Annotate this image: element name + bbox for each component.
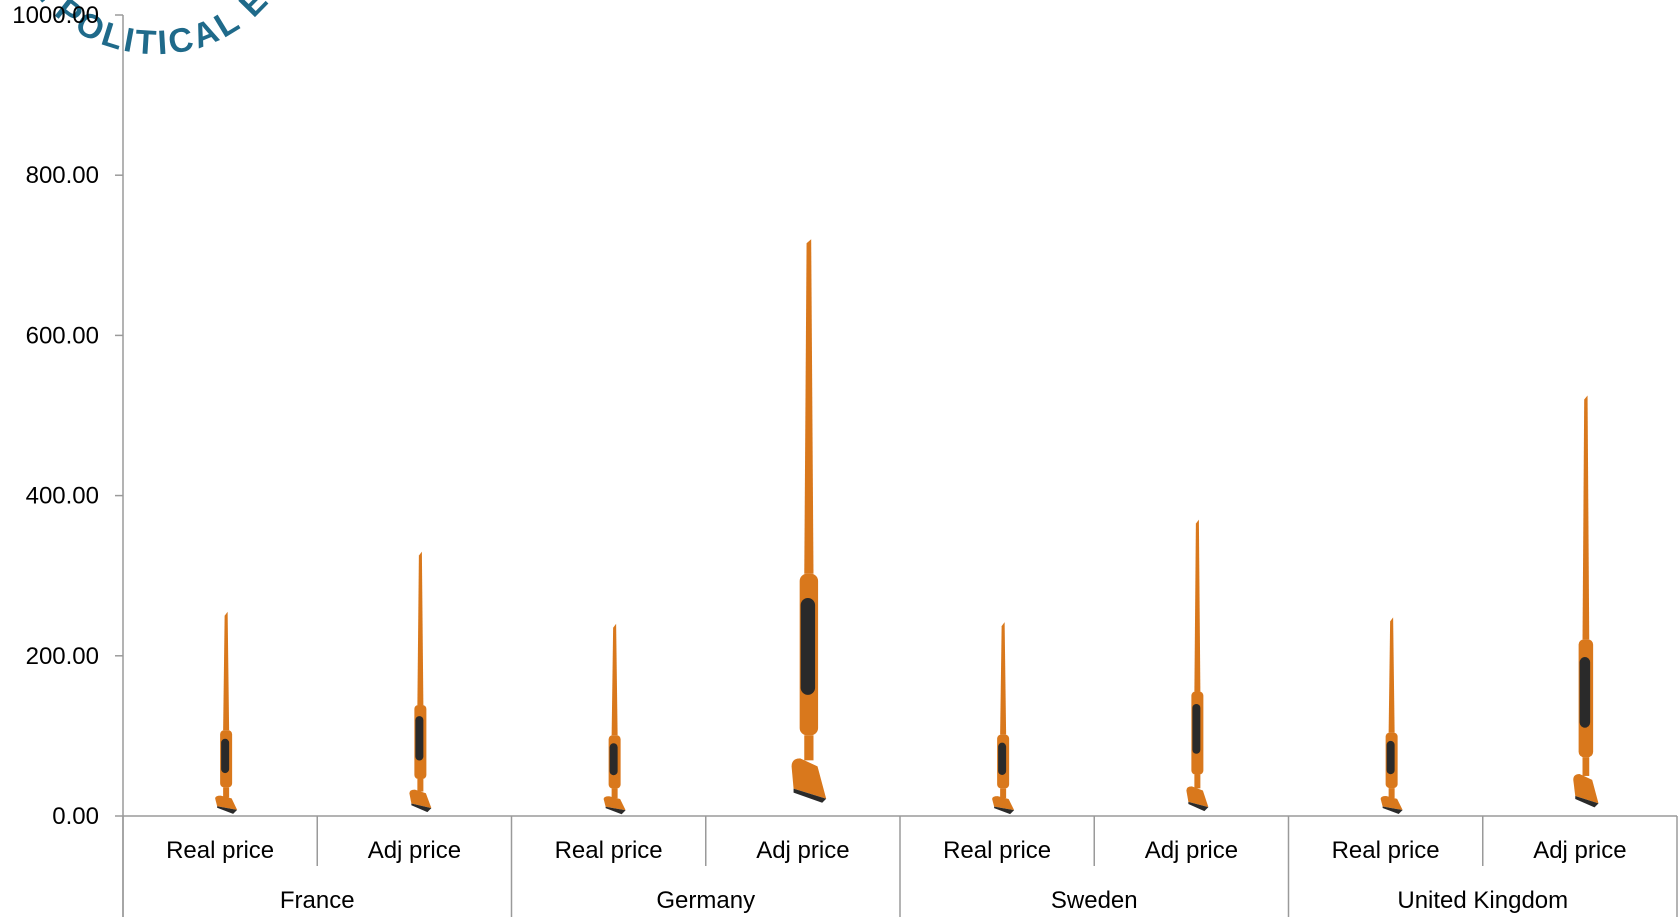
category-label: Real price [166,837,274,864]
y-tick-label: 600.00 [26,322,99,349]
category-label: Adj price [1145,837,1238,864]
category-label: Real price [1332,837,1440,864]
bar-neck [223,787,230,798]
bar-head [215,795,238,810]
y-tick-label: 400.00 [26,483,99,510]
bar-canister [609,743,618,776]
bar-france-adj-price [409,551,432,813]
bar-canister [1192,703,1201,754]
bar-canister [998,742,1007,775]
group-label: Sweden [1051,887,1138,914]
category-label: Adj price [1533,837,1626,864]
bar-handle [1194,519,1201,692]
bar-head-shadow [217,806,238,814]
group-label: France [280,887,355,914]
bar-neck [417,778,424,792]
bar-handle [611,623,618,736]
bar-united-kingdom-real-price [1380,617,1403,815]
group-label: Germany [656,887,755,914]
bar-germany-adj-price [791,239,827,803]
bar-canister [221,738,230,774]
bar-head-shadow [1382,806,1403,815]
bar-neck [1388,788,1395,799]
bar-head-shadow [1575,796,1599,808]
bar-handle [1582,395,1590,640]
bar-united-kingdom-adj-price [1573,395,1599,808]
category-label: Adj price [756,837,849,864]
bar-neck [611,788,618,799]
bar-neck [1194,774,1201,789]
y-tick-label: 800.00 [26,162,99,189]
y-tick-label: 200.00 [26,643,99,670]
y-axis: 0.00 200.00 400.00 600.00 800.00 1000.00 [12,2,124,917]
bar-head-shadow [994,806,1015,815]
bar-canister [800,597,816,695]
bar-sweden-adj-price [1186,519,1209,812]
bar-germany-real-price [603,623,626,815]
bar-head-shadow [605,806,626,815]
bar-neck [804,735,814,761]
bar-handle [804,239,814,574]
bar-canister [1579,657,1591,728]
category-label: Real price [555,837,663,864]
bar-head-shadow [411,803,432,813]
bars [215,239,1599,815]
bar-head [409,789,432,809]
bar-canister [415,716,424,761]
bar-sweden-real-price [992,622,1015,815]
bar-canister [1386,740,1395,775]
group-label: United Kingdom [1397,887,1568,914]
bar-handle [1388,617,1395,733]
bar-handle [417,551,424,705]
bar-head [1186,786,1209,808]
bar-head [992,796,1015,811]
bar-handle [223,611,230,731]
y-tick-label: 1000.00 [12,2,99,29]
bar-neck [1000,788,1007,799]
bar-head [1380,796,1403,811]
bar-head [791,758,827,799]
bar-france-real-price [215,611,238,814]
bar-handle [1000,622,1007,735]
category-label: Adj price [368,837,461,864]
bar-head [603,796,626,811]
bar-head-shadow [793,788,827,803]
y-tick-label: 0.00 [52,803,99,830]
category-label: Real price [943,837,1051,864]
bar-neck [1582,757,1590,776]
bar-head [1573,773,1599,804]
bar-head-shadow [1188,801,1209,812]
